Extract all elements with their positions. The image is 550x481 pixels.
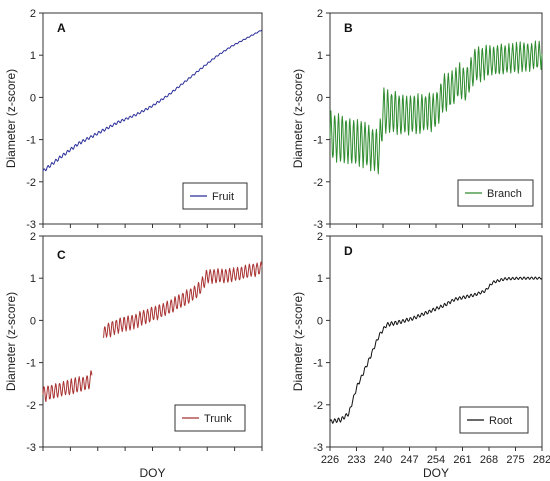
series-line-fruit: [42, 29, 263, 172]
x-tick-label: 233: [347, 454, 365, 466]
panel-letter: C: [57, 248, 66, 262]
x-tick-label: 282: [533, 454, 550, 466]
y-tick-label: 0: [30, 315, 36, 327]
y-tick-label: 2: [317, 231, 323, 243]
x-tick-label: 240: [374, 454, 392, 466]
legend-label: Branch: [487, 188, 522, 200]
y-tick-label: 1: [317, 273, 323, 285]
y-tick-label: -3: [313, 219, 323, 231]
series-line-root: [329, 276, 543, 424]
x-tick-label: 268: [480, 454, 498, 466]
y-tick-label: -2: [313, 400, 323, 412]
y-tick-label: 2: [317, 8, 323, 20]
y-tick-label: -1: [313, 135, 323, 147]
panel-a: -3 -2 -1 0 1 2 Diameter (z-score) A Fruit: [4, 8, 263, 231]
panel-d: -3 -2 -1 0 1 2 226 233 240 247 254 261 268 275 282 Diam…: [291, 231, 550, 480]
series-line-trunk: [42, 370, 93, 403]
x-tick-label: 247: [400, 454, 418, 466]
y-axis-title: Diameter (z-score): [4, 69, 18, 168]
y-tick-label: 1: [30, 50, 36, 62]
series-line-branch: [329, 40, 543, 175]
panel-letter: B: [344, 21, 353, 35]
x-axis-title: DOY: [423, 466, 449, 480]
x-tick-label: 226: [321, 454, 339, 466]
panel-letter: A: [57, 21, 66, 35]
y-axis-title: Diameter (z-score): [4, 292, 18, 391]
y-tick-label: -2: [313, 177, 323, 189]
y-axis-title: Diameter (z-score): [291, 69, 305, 168]
y-tick-label: -3: [313, 442, 323, 454]
y-tick-label: -2: [26, 177, 36, 189]
y-tick-label: 0: [317, 315, 323, 327]
legend-label: Root: [489, 415, 512, 427]
series-line-trunk: [103, 261, 263, 338]
y-tick-label: -1: [26, 135, 36, 147]
x-tick-label: 261: [453, 454, 471, 466]
y-tick-label: 2: [30, 231, 36, 243]
panel-b: -3 -2 -1 0 1 2 Diameter (z-score) B Branch: [291, 8, 543, 231]
legend-label: Fruit: [212, 191, 234, 203]
panel-letter: D: [344, 244, 353, 258]
panel-c: -3 -2 -1 0 1 2 Diameter (z-score) DOY C Trunk: [4, 231, 263, 480]
y-axis-title: Diameter (z-score): [291, 292, 305, 391]
y-tick-label: -3: [26, 219, 36, 231]
y-tick-label: -3: [26, 442, 36, 454]
y-tick-label: -2: [26, 400, 36, 412]
y-tick-label: -1: [26, 358, 36, 370]
x-tick-label: 275: [506, 454, 524, 466]
legend-label: Trunk: [204, 413, 232, 425]
y-tick-label: 1: [317, 50, 323, 62]
y-tick-label: -1: [313, 358, 323, 370]
y-tick-label: 0: [317, 92, 323, 104]
y-tick-label: 2: [30, 8, 36, 20]
x-axis-title: DOY: [139, 466, 165, 480]
y-tick-label: 0: [30, 92, 36, 104]
y-tick-label: 1: [30, 273, 36, 285]
x-tick-label: 254: [427, 454, 445, 466]
